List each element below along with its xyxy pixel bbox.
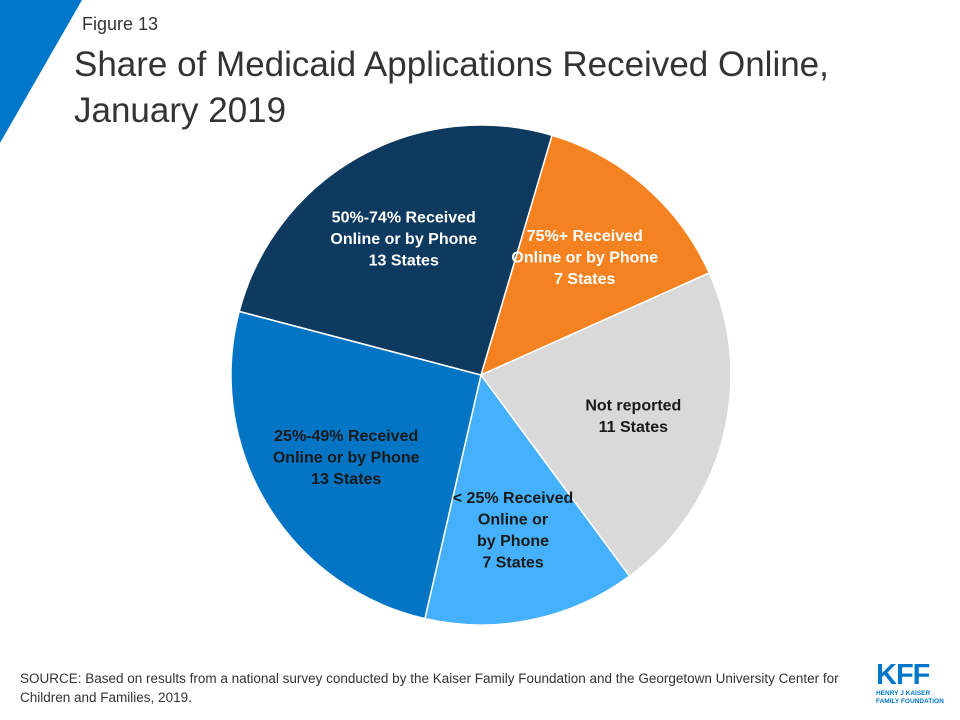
pie-slice-label-line: 11 States — [599, 419, 668, 436]
kff-logo-line-1: HENRY J KAISER — [876, 690, 931, 697]
pie-slice-label-line: Online or by Phone — [511, 250, 658, 267]
kff-logo: KFF HENRY J KAISER FAMILY FOUNDATION — [876, 660, 946, 706]
pie-slice-label-line: Online or — [478, 511, 548, 528]
pie-slice-label-line: 75%+ Received — [527, 228, 643, 245]
pie-slice-5 — [238, 124, 553, 376]
pie-slice-label-line: 13 States — [369, 252, 439, 269]
kff-logo-line-2: FAMILY FOUNDATION — [876, 698, 944, 705]
pie-slice-label-line: 7 States — [554, 271, 615, 288]
chart-title-line-1: Share of Medicaid Applications Received … — [74, 45, 829, 84]
pie-slices — [230, 124, 732, 626]
pie-slice-label-line: 7 States — [482, 554, 543, 571]
pie-slice-label-line: 13 States — [311, 471, 381, 488]
pie-slice-3 — [423, 373, 631, 626]
pie-chart: 75%+ Received Online or by Phone 7 States N… — [230, 124, 732, 626]
pie-slice-label-line: Online or by Phone — [330, 231, 477, 248]
pie-slice-2 — [479, 271, 732, 578]
pie-slice-label-3: < 25% Received Online or by Phone 7 States — [453, 490, 574, 572]
pie-slice-label-line: Not reported — [585, 397, 681, 414]
pie-slice-label-4: 25%-49% Received Online or by Phone 13 Sta… — [273, 428, 420, 488]
corner-accent-triangle — [0, 0, 82, 143]
pie-slice-label-line: 50%-74% Received — [332, 209, 476, 226]
pie-slice-label-line: 25%-49% Received — [274, 428, 418, 445]
figure-label: Figure 13 — [82, 14, 159, 34]
pie-slice-1 — [479, 134, 711, 377]
pie-slice-label-line: Online or by Phone — [273, 449, 420, 466]
source-note: SOURCE: Based on results from a national… — [20, 671, 839, 705]
pie-slice-label-1: 75%+ Received Online or by Phone 7 States — [511, 228, 658, 288]
pie-slice-label-5: 50%-74% Received Online or by Phone 13 Sta… — [330, 209, 477, 269]
pie-slice-label-line: by Phone — [477, 533, 549, 550]
kff-logo-mark: KFF — [876, 659, 930, 691]
pie-labels: 75%+ Received Online or by Phone 7 States N… — [273, 209, 681, 571]
pie-slice-label-line: < 25% Received — [453, 490, 574, 507]
chart-title-line-2: January 2019 — [74, 91, 287, 130]
pie-slice-label-2: Not reported 11 States — [585, 397, 681, 436]
chart-title: Share of Medicaid Applications Received … — [74, 42, 934, 134]
pie-slice-4 — [230, 310, 482, 620]
